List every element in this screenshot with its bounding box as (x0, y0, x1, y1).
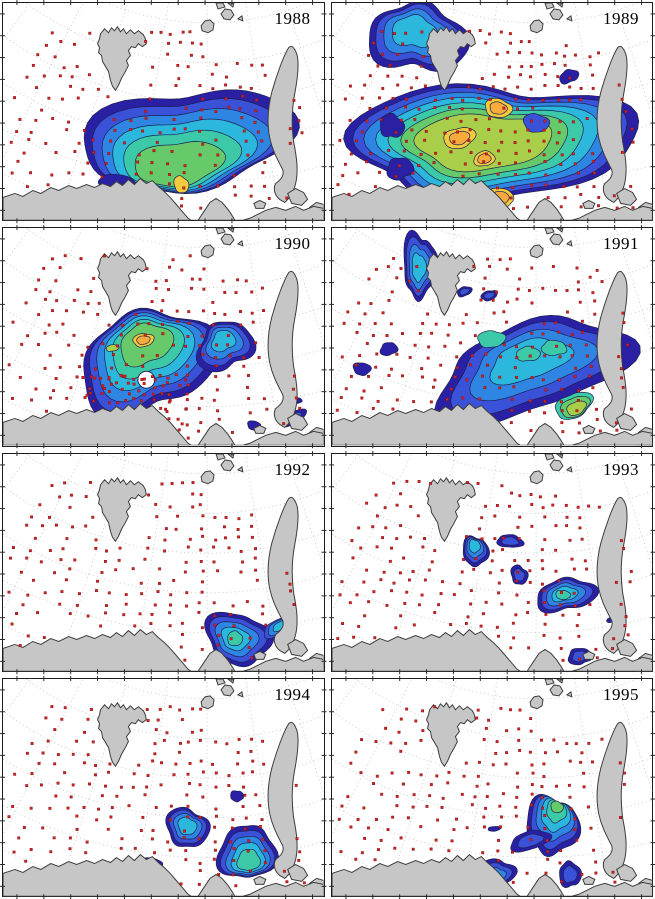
map-panel-1994: 1994 (0, 675, 327, 899)
map-canvas (328, 675, 655, 899)
map-canvas (0, 450, 327, 674)
map-panel-1990: 1990 (0, 225, 327, 449)
year-label: 1992 (274, 459, 311, 479)
year-label: 1994 (274, 684, 311, 704)
map-canvas (328, 225, 655, 449)
year-label: 1989 (603, 9, 639, 28)
map-panel-1992: 1992 (0, 450, 327, 674)
year-label: 1995 (603, 684, 639, 704)
year-label: 1993 (603, 459, 639, 479)
map-canvas (328, 450, 655, 674)
map-canvas (0, 675, 327, 899)
year-label: 1991 (603, 234, 639, 254)
map-panel-1991: 1991 (328, 225, 655, 449)
map-canvas (328, 0, 655, 224)
map-panel-1988: 1988 (0, 0, 327, 224)
map-canvas (0, 225, 327, 449)
map-canvas (0, 0, 327, 224)
map-panel-1995: 1995 (328, 675, 655, 899)
map-panel-1993: 1993 (328, 450, 655, 674)
year-label: 1990 (274, 234, 311, 254)
map-panel-1989: 1989 (328, 0, 655, 224)
year-label: 1988 (274, 9, 311, 28)
